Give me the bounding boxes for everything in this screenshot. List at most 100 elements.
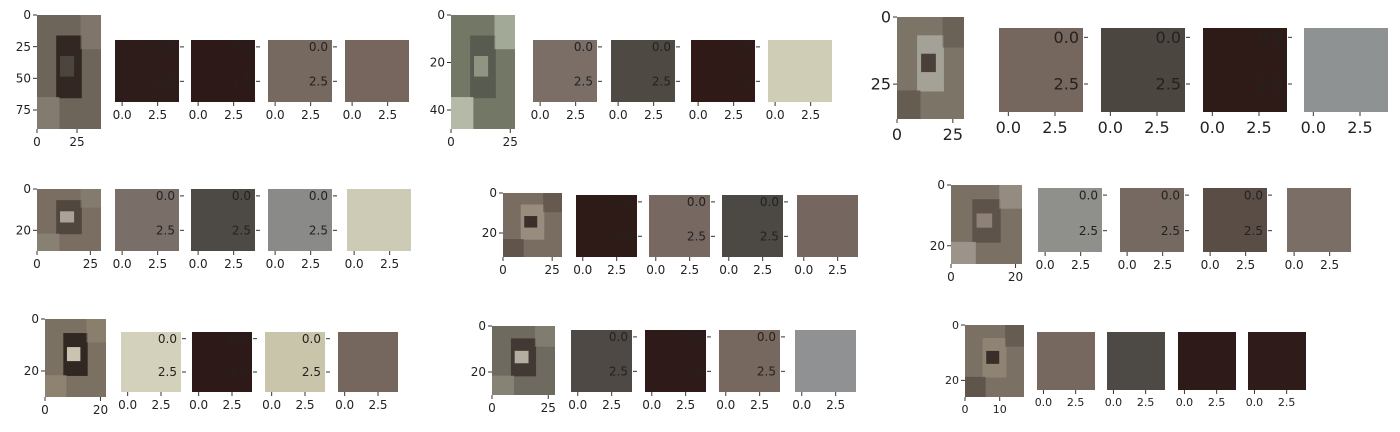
- swatch-ytick-label: 0.0: [760, 195, 779, 209]
- subplot-group: 0 25 0 20 0.0 2.5 0.0 2.5 0.0 2.5 0.0 2.5 0.0 2.5 0.0 2…: [471, 319, 856, 415]
- crop-xtick-label: 0: [33, 135, 41, 149]
- swatch-xtick-label: 0.0: [1105, 396, 1123, 409]
- swatch-xtick-label: 0.0: [266, 108, 285, 122]
- swatch-xtick-label: 0.0: [573, 263, 592, 277]
- swatch-ytick-label: 0.0: [1054, 28, 1079, 47]
- color-swatch: [722, 195, 783, 257]
- color-swatch: [571, 330, 632, 392]
- subplot-group: 0 25 0 20 40 0.0 2.5 0.0 2.5 0.0 2.5 0.0 2.5 0.0 2.5 0.…: [430, 8, 832, 149]
- swatch-xtick-label: 0.0: [568, 398, 587, 412]
- crop-image: [474, 56, 489, 77]
- swatch-ytick-label: 2.5: [1161, 224, 1180, 238]
- crop-image: [942, 17, 964, 48]
- crop-image: [965, 376, 986, 397]
- swatch-ytick-label: 2.5: [683, 365, 702, 379]
- color-swatch: [1248, 332, 1306, 390]
- color-swatch: [649, 195, 710, 257]
- swatch-xtick-label: 0.0: [345, 257, 364, 271]
- color-swatch: [1287, 188, 1351, 252]
- color-swatch: [797, 195, 858, 257]
- color-swatch: [1178, 332, 1236, 390]
- color-swatch: [691, 40, 755, 102]
- crop-image: [37, 97, 60, 129]
- swatch-xtick-label: 2.5: [1042, 118, 1067, 137]
- swatch-xtick-label: 2.5: [1137, 396, 1155, 409]
- swatch-xtick-label: 2.5: [301, 257, 320, 271]
- crop-ytick-label: 20: [24, 364, 39, 378]
- swatch-ytick-label: 0.0: [309, 40, 328, 54]
- swatch-xtick-label: 2.5: [1144, 118, 1169, 137]
- crop-image: [492, 375, 515, 395]
- crop-image: [534, 326, 555, 347]
- swatch-xtick-label: 2.5: [380, 257, 399, 271]
- swatch-xtick-label: 2.5: [680, 263, 699, 277]
- swatch-ytick-label: 0.0: [1161, 188, 1180, 202]
- crop-image: [86, 319, 106, 343]
- subplot-group: 0 10 0 20 0.0 2.5 0.0 2.5 0.0 2.5 0.0 2.5: [945, 319, 1306, 416]
- crop-xtick-label: 25: [83, 257, 98, 271]
- crop-ytick-label: 40: [430, 103, 445, 117]
- crop-xtick-label: 0: [41, 403, 49, 417]
- swatch-xtick-label: 0.0: [642, 398, 661, 412]
- swatch-ytick-label: 2.5: [232, 75, 251, 89]
- swatch-xtick-label: 2.5: [1320, 258, 1339, 272]
- swatch-xtick-label: 2.5: [368, 398, 387, 412]
- color-swatch: [347, 189, 411, 251]
- crop-image: [976, 213, 993, 228]
- swatch-ytick-label: 2.5: [1156, 75, 1181, 94]
- swatch-xtick-label: 2.5: [222, 398, 241, 412]
- crop-ytick-label: 25: [16, 40, 31, 54]
- swatch-ytick-label: 0.0: [609, 330, 628, 344]
- swatch-ytick-label: 2.5: [574, 75, 593, 89]
- crop-image: [60, 211, 75, 223]
- swatch-xtick-label: 0.0: [792, 398, 811, 412]
- swatch-xtick-label: 0.0: [1201, 258, 1220, 272]
- color-swatch: [576, 195, 637, 257]
- swatch-xtick-label: 2.5: [1236, 258, 1255, 272]
- crop-xtick-label: 0: [488, 401, 496, 415]
- crop-xtick-label: 0: [892, 125, 902, 144]
- swatch-xtick-label: 0.0: [766, 108, 785, 122]
- swatch-ytick-label: 2.5: [1054, 75, 1079, 94]
- swatch-xtick-label: 0.0: [716, 398, 735, 412]
- crop-xtick-label: 20: [1008, 270, 1023, 284]
- crop-image: [80, 189, 101, 208]
- crop-image: [494, 15, 515, 50]
- subplot-group: 0 20 0 20 0.0 2.5 0.0 2.5 0.0 2.5 0.0 2.5 0.0 2.5 0.0 2…: [930, 178, 1351, 284]
- color-swatch: [1304, 28, 1388, 112]
- color-swatch: [999, 28, 1083, 112]
- crop-image: [80, 15, 101, 50]
- swatch-xtick-label: 0.0: [719, 263, 738, 277]
- swatch-xtick-label: 2.5: [1246, 118, 1271, 137]
- swatch-xtick-label: 2.5: [1278, 396, 1296, 409]
- swatch-ytick-label: 0.0: [156, 189, 175, 203]
- swatch-ytick-label: 0.0: [302, 332, 321, 346]
- swatch-ytick-label: 2.5: [1244, 224, 1263, 238]
- crop-image: [66, 347, 81, 362]
- swatch-xtick-label: 2.5: [1347, 118, 1372, 137]
- color-swatch: [191, 40, 255, 102]
- crop-ytick-label: 25: [871, 75, 891, 94]
- swatch-ytick-label: 2.5: [1258, 75, 1283, 94]
- swatch-xtick-label: 0.0: [1118, 258, 1137, 272]
- crop-ytick-label: 0: [478, 319, 486, 333]
- crop-ytick-label: 20: [16, 224, 31, 238]
- swatch-ytick-label: 2.5: [232, 224, 251, 238]
- swatch-ytick-label: 0.0: [652, 40, 671, 54]
- crop-image: [37, 233, 60, 251]
- swatch-xtick-label: 2.5: [602, 398, 621, 412]
- swatch-xtick-label: 2.5: [151, 398, 170, 412]
- crop-image: [999, 185, 1022, 209]
- swatch-ytick-label: 0.0: [158, 332, 177, 346]
- swatch-xtick-label: 0.0: [266, 257, 285, 271]
- crop-xtick-label: 0: [447, 135, 455, 149]
- color-swatch: [645, 330, 706, 392]
- crop-xtick-label: 25: [943, 125, 963, 144]
- swatch-xtick-label: 0.0: [689, 108, 708, 122]
- swatch-xtick-label: 0.0: [996, 118, 1021, 137]
- color-swatch: [768, 40, 832, 102]
- crop-ytick-label: 20: [471, 365, 486, 379]
- crop-image: [1005, 325, 1024, 347]
- swatch-ytick-label: 2.5: [309, 224, 328, 238]
- crop-ytick-label: 75: [16, 103, 31, 117]
